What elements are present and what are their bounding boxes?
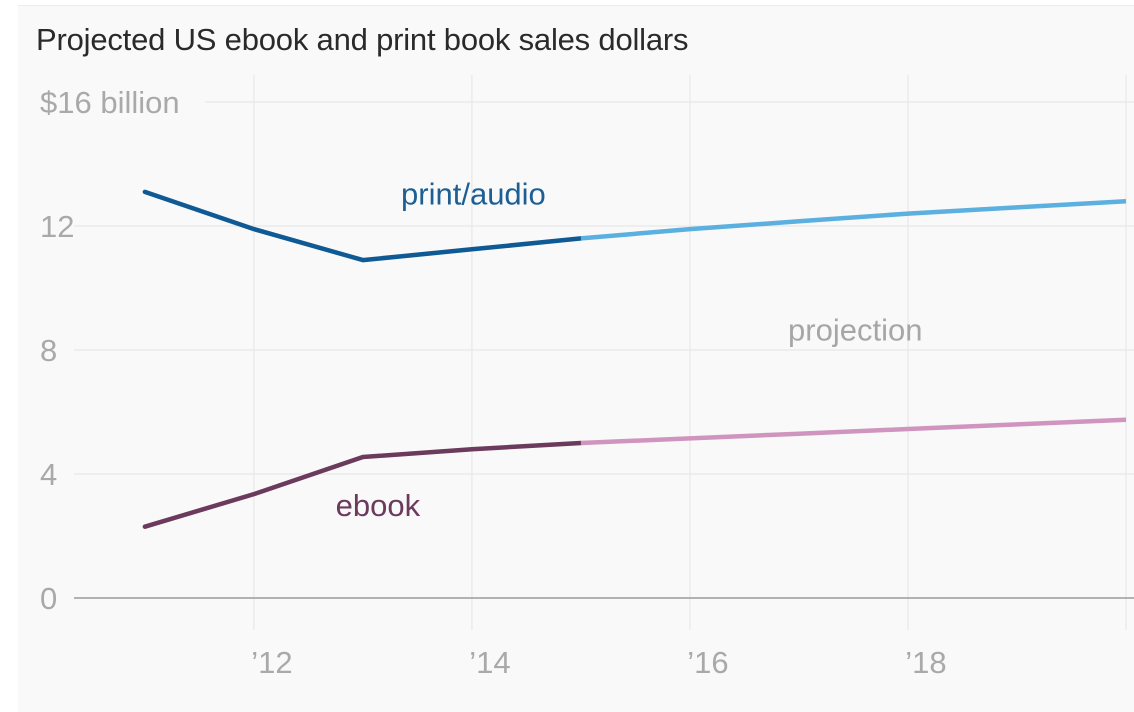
gridlines (74, 75, 1134, 630)
x-tick-label: ’14 (469, 645, 510, 680)
chart-title: Projected US ebook and print book sales … (36, 22, 689, 57)
annotations: print/audio ebook projection (336, 176, 923, 523)
annotation-label: print/audio (401, 176, 546, 211)
y-tick-label: 4 (40, 457, 57, 492)
y-tick-label: $16 billion (40, 85, 180, 120)
y-tick-label: 12 (40, 209, 74, 244)
series-line-print-actual (142, 189, 584, 263)
x-tick-label: ’18 (905, 645, 946, 680)
series-lines (142, 189, 1127, 529)
annotation-label: ebook (336, 488, 421, 523)
series-line-ebook-projection (580, 417, 1127, 446)
y-tick-label: 8 (40, 333, 57, 368)
y-tick-label: 0 (40, 581, 57, 616)
annotation-label: projection (788, 313, 922, 348)
x-tick-label: ’16 (687, 645, 728, 680)
chart-background (18, 5, 1134, 712)
series-line-print-projection (580, 198, 1127, 241)
series-line-ebook-actual (142, 440, 584, 529)
x-tick-label: ’12 (251, 645, 292, 680)
